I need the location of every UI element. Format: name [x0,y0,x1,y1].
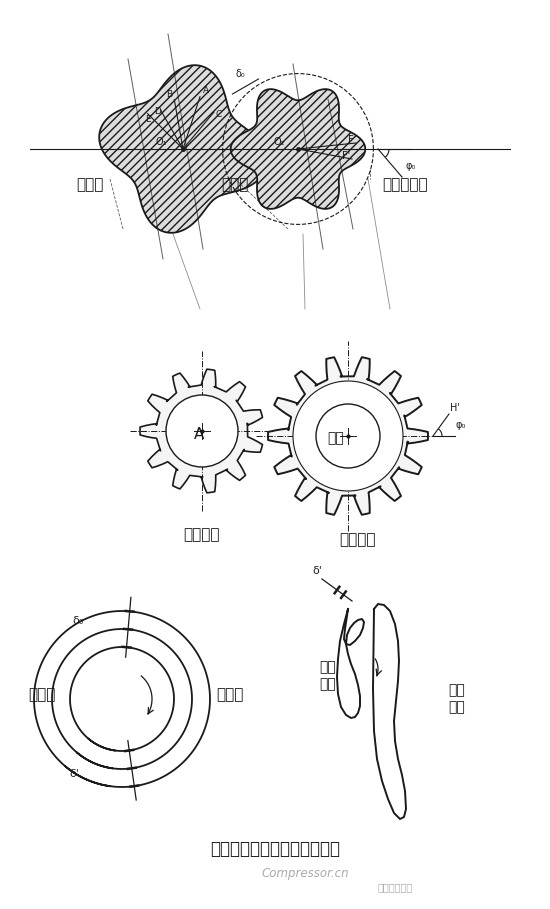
Circle shape [166,395,238,467]
Text: O₂: O₂ [274,137,285,147]
Circle shape [316,404,380,468]
Text: δ₀: δ₀ [72,616,83,626]
Text: 主动齿轮: 主动齿轮 [184,527,220,542]
Text: D: D [155,107,161,116]
Text: 阴转子: 阴转子 [221,177,249,192]
Polygon shape [268,357,428,514]
Text: 主动
齿轮: 主动 齿轮 [320,660,337,692]
Text: δ': δ' [312,566,322,576]
Text: A: A [194,427,205,442]
Text: B: B [166,90,173,99]
Text: δ₀: δ₀ [235,69,245,79]
Text: 螺杆安装间隙与齿轮咔合示意: 螺杆安装间隙与齿轮咔合示意 [210,840,340,858]
Polygon shape [231,89,365,209]
Text: F: F [348,135,354,145]
Text: 中国压缩机网: 中国压缩机网 [377,882,412,892]
Text: C: C [216,110,222,119]
Text: E: E [145,115,150,124]
Text: φ₀: φ₀ [455,420,465,430]
Text: 轮毅: 轮毅 [328,431,344,445]
Text: F': F' [342,151,350,161]
Text: H': H' [450,403,460,413]
Text: 从动
齿轮: 从动 齿轮 [448,684,465,714]
Text: 阴转子: 阴转子 [216,687,244,702]
Text: 阳转子: 阳转子 [76,177,104,192]
Text: 从动齿轮: 从动齿轮 [340,532,376,547]
Polygon shape [140,369,262,493]
Text: Compressor.cn: Compressor.cn [261,867,349,881]
Text: φ₀: φ₀ [406,161,416,171]
Text: A: A [203,85,209,95]
Text: 阳转子: 阳转子 [28,687,56,702]
Circle shape [293,381,403,491]
Text: δ': δ' [69,769,79,779]
Text: O₁: O₁ [155,137,167,147]
Text: 从动齿轮圈: 从动齿轮圈 [382,177,428,192]
Polygon shape [99,65,267,233]
